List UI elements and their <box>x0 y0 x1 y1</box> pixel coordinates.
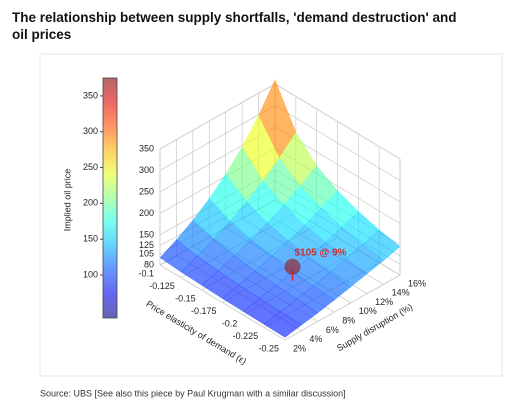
y-grid-line <box>284 158 401 341</box>
plot-frame <box>39 53 503 377</box>
colorbar-tick-label: 350 <box>83 90 98 100</box>
z-tick-label: 150 <box>139 229 154 239</box>
colorbar-tick-label: 200 <box>83 198 98 208</box>
z-tick-label: 80 <box>144 259 154 269</box>
chart-title-line1: The relationship between supply shortfal… <box>12 10 457 25</box>
z-tick-label: 200 <box>139 208 154 218</box>
colorbar-tick-label: 300 <box>83 126 98 136</box>
annotation-label: $105 @ 9% <box>295 247 347 258</box>
colorbar-tick-label: 100 <box>83 269 98 279</box>
colorbar-tick-label: 150 <box>83 234 98 244</box>
colorbar-tick-label: 250 <box>83 162 98 172</box>
y-tick-label: -0.15 <box>175 293 196 303</box>
source: Source: UBS [See also this piece by Paul… <box>40 388 346 398</box>
z-tick-label: 105 <box>139 249 154 259</box>
x-tick-label: 14% <box>392 288 410 298</box>
x-tick-label: 16% <box>408 278 426 288</box>
colorbar <box>102 77 118 319</box>
z-axis-label: Implied oil price <box>62 169 72 232</box>
z-tick-label: 300 <box>139 165 154 175</box>
x-tick-label: 8% <box>342 316 355 326</box>
x-tick-label: 10% <box>359 306 377 316</box>
chart-title-line2: oil prices <box>12 27 71 42</box>
z-tick-label: 250 <box>139 186 154 196</box>
y-tick-label: -0.1 <box>138 268 154 278</box>
y-tick-label: -0.125 <box>149 281 175 291</box>
y-tick-label: -0.25 <box>258 343 279 353</box>
x-tick-label: 4% <box>309 334 322 344</box>
surface-cell <box>263 311 302 338</box>
x-tick-label: 12% <box>375 297 393 307</box>
z-tick-label: 125 <box>139 240 154 250</box>
annotation-point <box>284 258 301 275</box>
y-tick-label: -0.2 <box>222 318 238 328</box>
x-tick-label: 6% <box>326 325 339 335</box>
y-tick-label: -0.175 <box>191 306 217 316</box>
y-tick-label: -0.225 <box>233 331 259 341</box>
x-tick-label: 2% <box>293 343 306 353</box>
z-tick-label: 350 <box>139 143 154 153</box>
